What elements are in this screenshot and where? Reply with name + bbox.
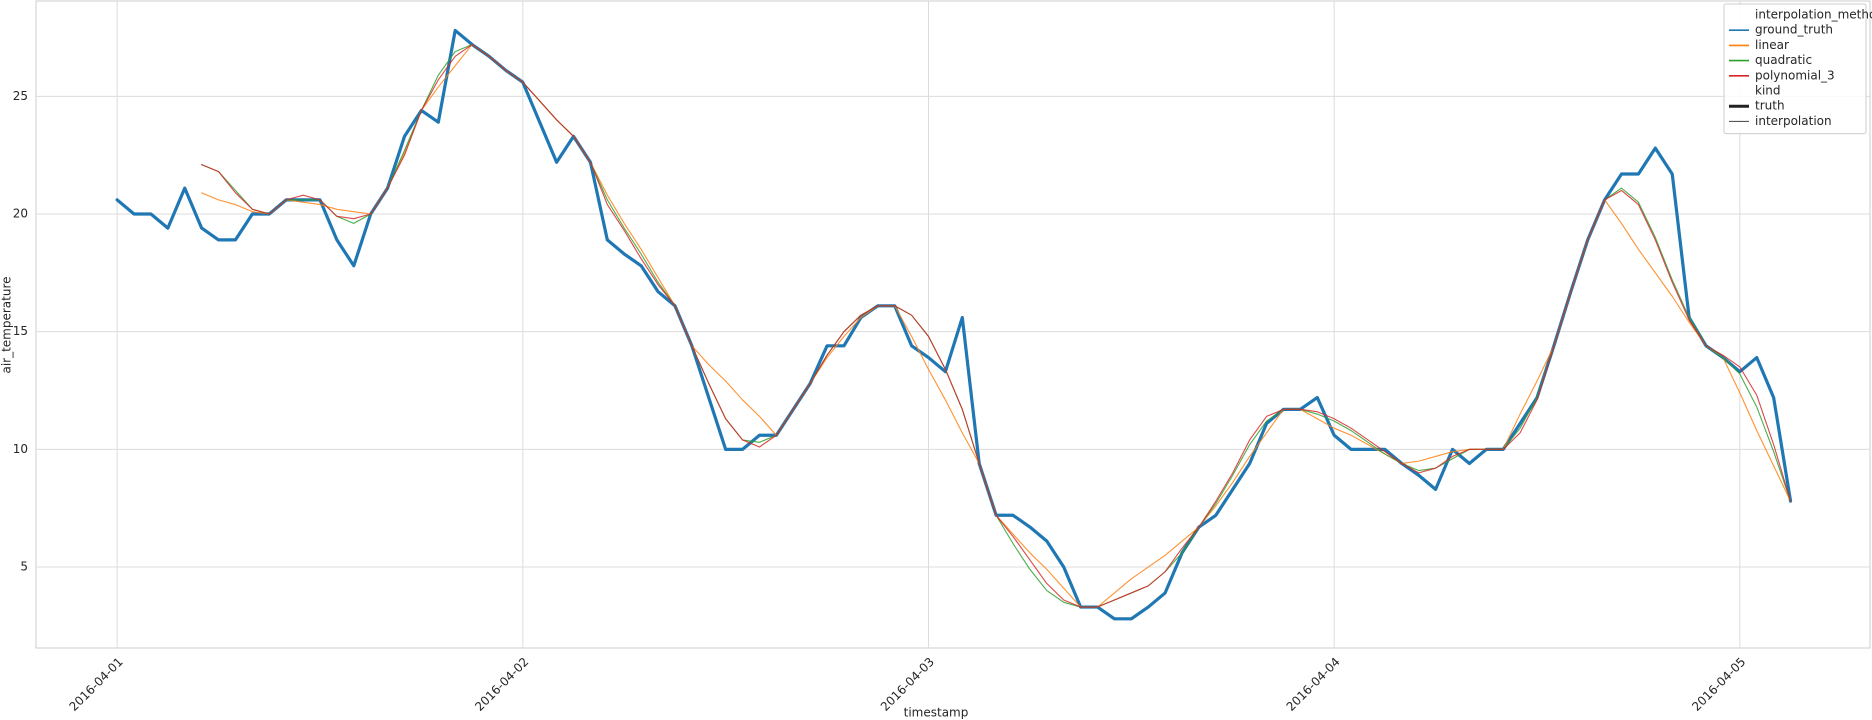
legend: interpolation_methodground_truthlinearqu… (1723, 3, 1872, 135)
series-line (201, 43, 1792, 608)
series-line (201, 43, 1792, 608)
x-tick-label: 2016-04-04 (1284, 655, 1343, 714)
plot-frame (35, 0, 1871, 649)
legend-label: polynomial_3 (1755, 68, 1835, 82)
legend-subtitle: kind (1755, 84, 1781, 98)
series-line (115, 28, 1793, 621)
lines (115, 28, 1793, 621)
x-axis-label: timestamp (904, 706, 969, 720)
x-tick-label: 2016-04-05 (1689, 655, 1748, 714)
y-axis-label: air_temperature (0, 276, 14, 373)
legend-label: interpolation (1755, 114, 1832, 128)
y-tick-label: 5 (20, 560, 28, 574)
series-line (201, 43, 1792, 608)
legend-title: interpolation_method (1755, 8, 1872, 22)
y-tick-label: 10 (13, 442, 28, 456)
y-tick-label: 25 (13, 89, 28, 103)
y-tick-label: 20 (13, 206, 28, 220)
legend-label: linear (1755, 38, 1789, 52)
legend-label: quadratic (1755, 53, 1812, 67)
legend-box (1723, 3, 1867, 135)
legend-label: truth (1755, 99, 1785, 113)
legend-label: ground_truth (1755, 23, 1833, 37)
x-tick-label: 2016-04-01 (67, 655, 126, 714)
x-tick-label: 2016-04-02 (472, 655, 531, 714)
y-tick-label: 15 (13, 324, 28, 338)
